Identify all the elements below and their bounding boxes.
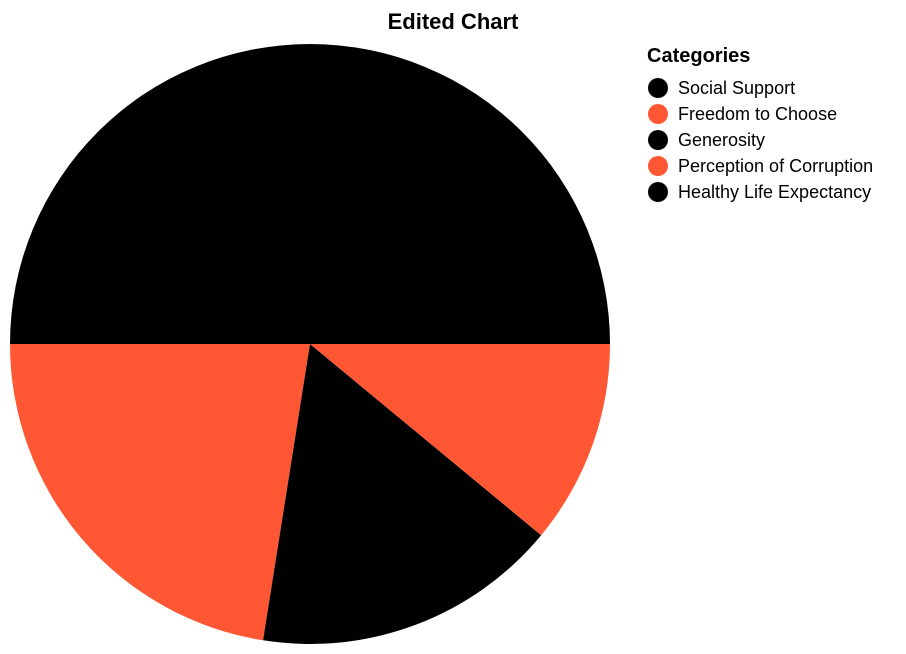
legend: Categories Social Support Freedom to Choo… — [647, 45, 873, 202]
legend-swatch — [648, 104, 668, 124]
legend-item-freedom-to-choose: Freedom to Choose — [648, 104, 837, 124]
legend-swatch — [648, 130, 668, 150]
legend-item-generosity: Generosity — [648, 130, 765, 150]
legend-swatch — [648, 182, 668, 202]
pie-slice-perception-of-corruption — [310, 344, 610, 536]
legend-item-healthy-life-expectancy: Healthy Life Expectancy — [648, 182, 871, 202]
legend-label: Healthy Life Expectancy — [678, 182, 871, 202]
legend-swatch — [648, 156, 668, 176]
legend-label: Perception of Corruption — [678, 156, 873, 176]
legend-label: Freedom to Choose — [678, 104, 837, 124]
legend-label: Generosity — [678, 130, 765, 150]
legend-swatch — [648, 78, 668, 98]
pie-slice-generosity — [263, 344, 542, 645]
legend-item-social-support: Social Support — [648, 78, 795, 98]
pie-slice-freedom-to-choose — [10, 344, 310, 641]
legend-label: Social Support — [678, 78, 795, 98]
legend-item-perception-of-corruption: Perception of Corruption — [648, 156, 873, 176]
pie-slices — [10, 44, 610, 645]
pie-slice-social-support — [10, 44, 610, 344]
legend-title: Categories — [647, 45, 750, 67]
legend-items: Social Support Freedom to Choose Generosit… — [648, 78, 873, 202]
chart-title: Edited Chart — [388, 9, 519, 34]
